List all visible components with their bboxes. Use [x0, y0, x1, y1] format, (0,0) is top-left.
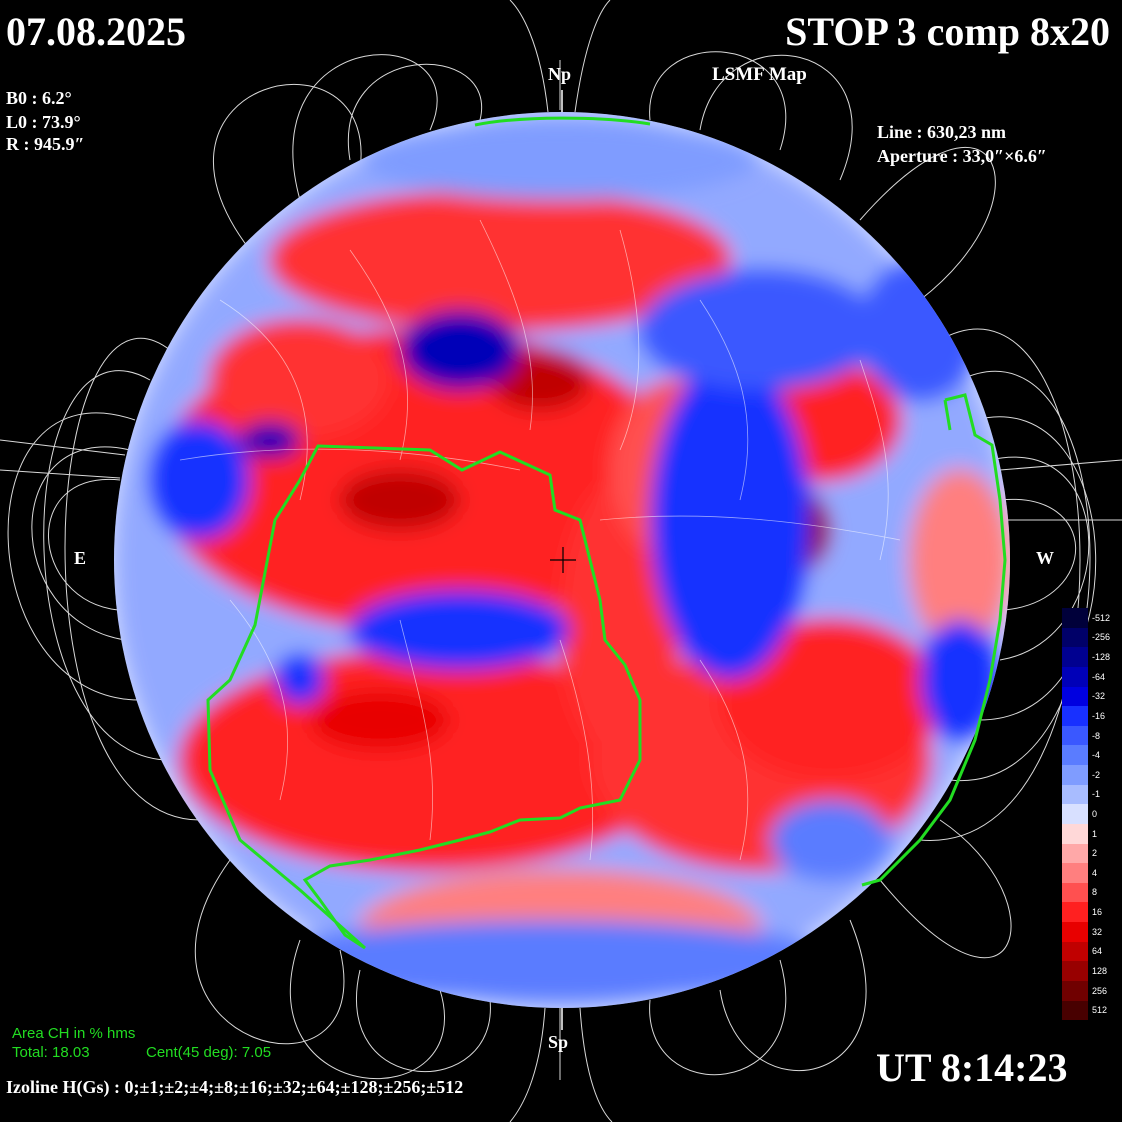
coronal-hole-boundary [206, 444, 642, 950]
colorbar-segment [1062, 686, 1088, 707]
colorbar-segment [1062, 706, 1088, 726]
colorbar-segment [1062, 980, 1088, 1001]
l0-value: L0 : 73.9° [6, 112, 81, 132]
ch-area-label: Area CH in % hms [12, 1025, 136, 1042]
colorbar-segment [1062, 725, 1088, 746]
disk-center-cross [550, 547, 576, 573]
ut-time: UT 8:14:23 [876, 1045, 1068, 1090]
colorbar-tick-label: 8 [1092, 887, 1098, 898]
field-strength-colorbar [1062, 608, 1088, 1021]
coronal-hole-boundary-west [861, 393, 1007, 887]
ch-central: Cent(45 deg): 7.05 [146, 1044, 272, 1061]
colorbar-segment [1062, 745, 1088, 765]
ch-total: Total: 18.03 [12, 1044, 90, 1061]
izoline-levels: Izoline H(Gs) : 0;±1;±2;±4;±8;±16;±32;±6… [6, 1077, 464, 1097]
colorbar-tick-label: 2 [1092, 848, 1098, 859]
line-value: Line : 630,23 nm [877, 122, 1007, 142]
colorbar-tick-label: -8 [1092, 730, 1101, 741]
colorbar-tick-label: 16 [1092, 907, 1103, 918]
colorbar-segment [1062, 608, 1088, 628]
colorbar-segment [1062, 627, 1088, 648]
radius-value: R : 945.9″ [6, 134, 85, 154]
aperture-value: Aperture : 33,0″×6.6″ [877, 146, 1047, 166]
colorbar-tick-label: 0 [1092, 809, 1098, 819]
colorbar-tick-label: 512 [1092, 1005, 1108, 1016]
map-label: LSMF Map [712, 64, 807, 85]
north-pole-label: Np [548, 64, 572, 84]
colorbar-segment [1062, 784, 1088, 805]
colorbar-tick-label: 128 [1092, 965, 1108, 976]
field-lines-inner [179, 219, 901, 861]
colorbar-segment [1062, 863, 1088, 883]
colorbar-tick-label: -2 [1092, 769, 1101, 780]
west-limb-label: W [1036, 548, 1054, 568]
colorbar-segment [1062, 666, 1088, 687]
colorbar-tick-label: 4 [1092, 867, 1098, 878]
colorbar-segment [1062, 647, 1088, 667]
colorbar-tick-label: 32 [1092, 926, 1103, 937]
colorbar-tick-label: 1 [1092, 828, 1098, 839]
colorbar-segment [1062, 961, 1088, 981]
colorbar-tick-label: -64 [1092, 671, 1106, 682]
colorbar-tick-label: -512 [1092, 612, 1111, 623]
colorbar-segment [1062, 804, 1088, 824]
colorbar-segment [1062, 941, 1088, 962]
colorbar-tick-label: -128 [1092, 652, 1111, 663]
colorbar-segment [1062, 882, 1088, 903]
map-title: STOP 3 comp 8x20 [785, 9, 1110, 54]
colorbar-labels: -512 -256 -128 -64 -32 -16 -8 -4 -2 -1 0 1 2 4 8 16 32 64… [1092, 608, 1122, 1020]
colorbar-tick-label: -32 [1092, 691, 1106, 702]
b0-value: B0 : 6.2° [6, 88, 72, 108]
east-limb-label: E [74, 548, 87, 568]
colorbar-tick-label: 256 [1092, 985, 1108, 996]
colorbar-tick-label: -16 [1092, 710, 1106, 721]
colorbar-segment [1062, 843, 1088, 864]
south-pole-label: Sp [548, 1032, 569, 1052]
colorbar-segment [1062, 1000, 1088, 1021]
colorbar-segment [1062, 922, 1088, 942]
colorbar-tick-label: -4 [1092, 750, 1101, 761]
colorbar-segment [1062, 765, 1088, 785]
colorbar-tick-label: -1 [1092, 789, 1101, 800]
colorbar-tick-label: 64 [1092, 946, 1103, 957]
colorbar-segment [1062, 823, 1088, 844]
colorbar-tick-label: -256 [1092, 632, 1111, 643]
colorbar-segment [1062, 902, 1088, 922]
coronal-hole-boundary-north [474, 116, 651, 127]
observation-date: 07.08.2025 [6, 9, 186, 54]
